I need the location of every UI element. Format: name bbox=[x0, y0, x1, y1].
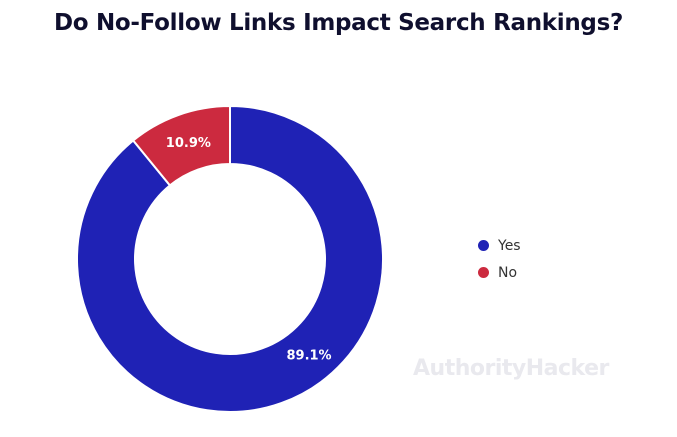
watermark-logo: AuthorityHacker bbox=[413, 356, 609, 381]
donut-slice-no bbox=[131, 104, 231, 187]
slice-label-yes: 89.1% bbox=[286, 349, 331, 364]
chart-legend: Yes No bbox=[478, 232, 521, 286]
chart-title: Do No-Follow Links Impact Search Ranking… bbox=[53, 10, 624, 36]
legend-item-no: No bbox=[478, 259, 521, 286]
legend-swatch-no bbox=[478, 267, 489, 278]
legend-label-no: No bbox=[498, 264, 518, 281]
legend-item-yes: Yes bbox=[478, 232, 521, 259]
legend-swatch-yes bbox=[478, 240, 489, 251]
donut-slice-yes bbox=[76, 104, 384, 413]
slice-label-no: 10.9% bbox=[166, 136, 211, 151]
legend-label-yes: Yes bbox=[498, 237, 521, 254]
